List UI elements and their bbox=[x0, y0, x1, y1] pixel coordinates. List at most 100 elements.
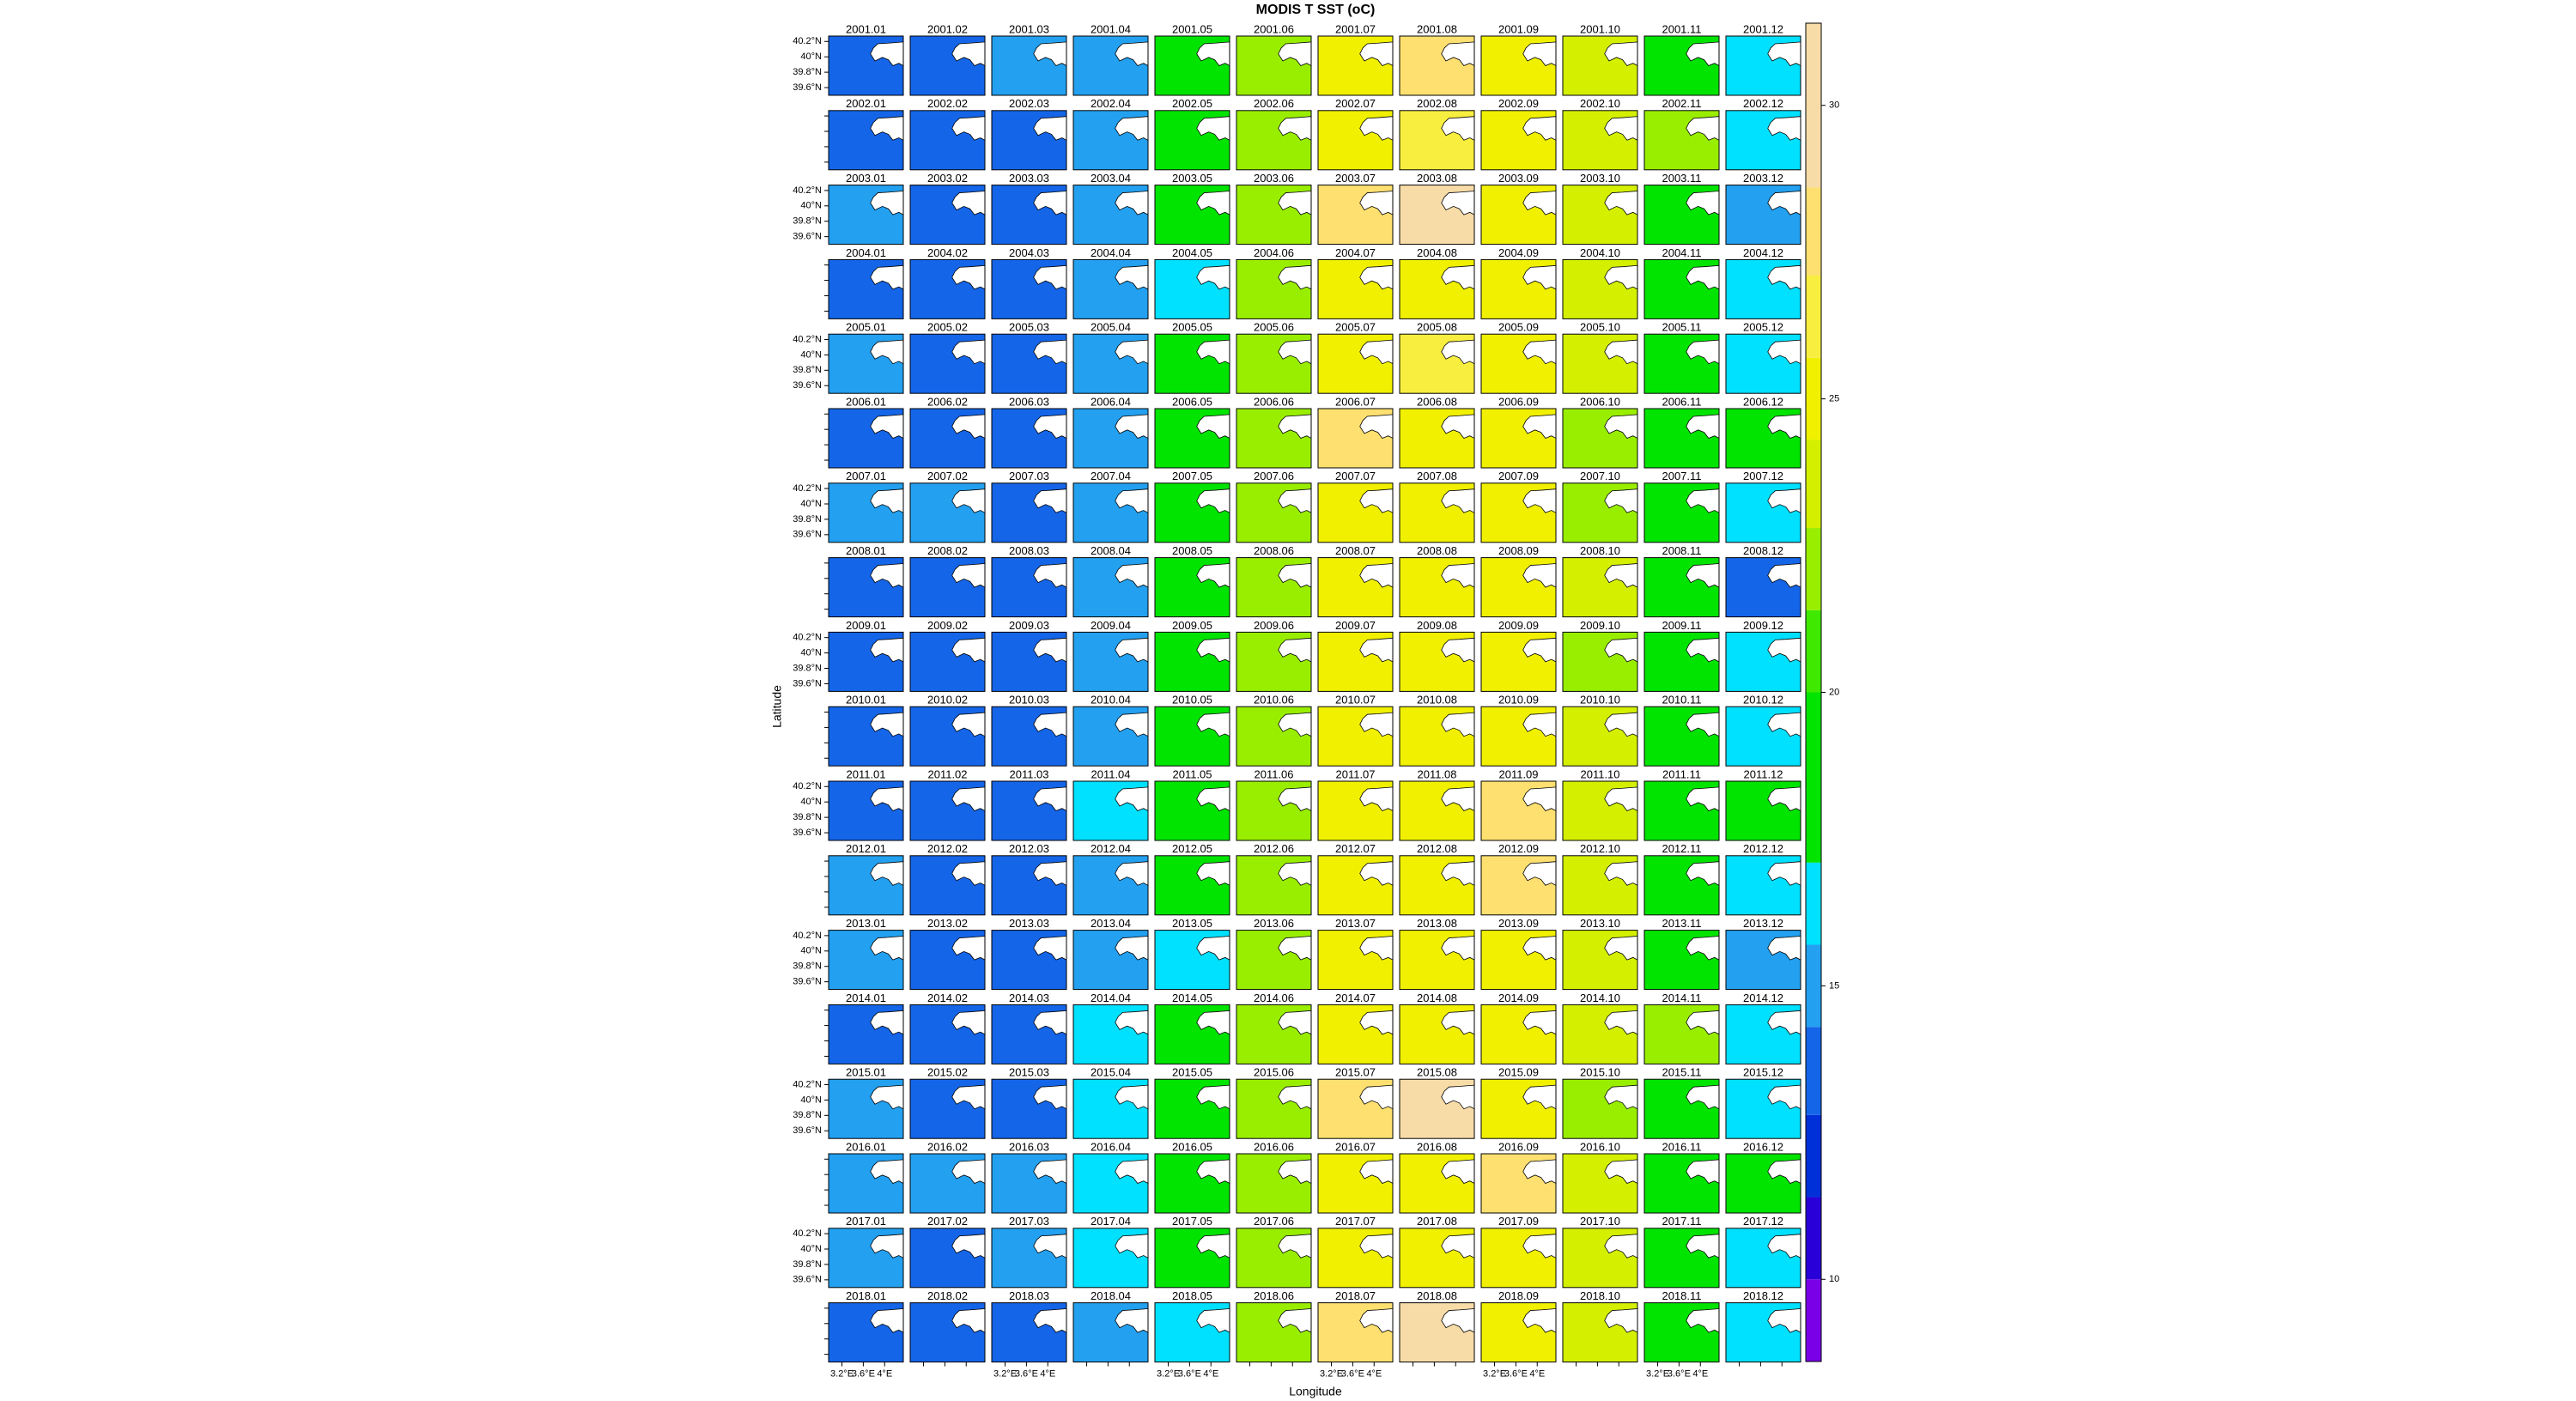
land bbox=[870, 936, 904, 961]
panel-frame bbox=[1236, 706, 1312, 767]
land bbox=[1686, 1234, 1720, 1258]
panel-label: 2005.11 bbox=[1662, 321, 1701, 334]
panel-frame bbox=[1480, 1228, 1557, 1289]
panel-frame bbox=[1643, 1228, 1720, 1289]
panel-label: 2017.08 bbox=[1417, 1215, 1457, 1228]
panel-frame bbox=[1480, 706, 1557, 767]
y-tick-label: 40°N bbox=[800, 52, 822, 62]
panel-label: 2006.01 bbox=[846, 395, 886, 408]
panel-frame bbox=[1154, 1078, 1230, 1139]
panel-label: 2012.04 bbox=[1091, 842, 1131, 855]
panel-label: 2007.02 bbox=[927, 470, 968, 482]
land bbox=[1686, 1010, 1720, 1035]
panel-label: 2004.11 bbox=[1662, 246, 1701, 259]
land bbox=[1115, 264, 1149, 290]
panel-frame bbox=[1643, 1078, 1720, 1139]
panel-label: 2018.02 bbox=[927, 1289, 968, 1302]
land bbox=[1767, 414, 1801, 440]
land bbox=[1767, 861, 1801, 886]
land bbox=[1196, 191, 1230, 215]
panel-frame bbox=[1072, 1302, 1149, 1363]
panel-label: 2004.06 bbox=[1254, 246, 1294, 259]
panel-label: 2008.01 bbox=[846, 544, 886, 557]
land bbox=[1359, 339, 1394, 365]
panel-frame bbox=[1317, 1078, 1394, 1139]
panel-frame bbox=[909, 855, 986, 916]
land bbox=[1033, 637, 1067, 663]
panel-label: 2008.04 bbox=[1091, 544, 1131, 557]
panel-frame bbox=[828, 1004, 904, 1064]
panel-frame bbox=[1399, 110, 1475, 171]
land bbox=[1196, 1234, 1230, 1258]
panel-label: 2006.11 bbox=[1662, 395, 1701, 408]
panel-label: 2018.11 bbox=[1662, 1289, 1701, 1302]
y-tick-label: 40.2°N bbox=[793, 334, 822, 344]
land bbox=[1767, 1308, 1801, 1333]
panel-label: 2015.09 bbox=[1498, 1066, 1539, 1079]
y-tick-label: 40°N bbox=[800, 1095, 822, 1105]
panel-frame bbox=[1725, 780, 1801, 841]
land bbox=[1604, 1234, 1638, 1258]
land bbox=[1359, 563, 1394, 588]
panel-frame bbox=[1154, 631, 1230, 692]
panel-label: 2013.08 bbox=[1417, 917, 1457, 930]
panel-label: 2002.11 bbox=[1662, 97, 1701, 110]
panel-label: 2010.10 bbox=[1580, 694, 1620, 707]
y-tick-label: 40°N bbox=[800, 648, 822, 658]
colorbar-tick-label: 10 bbox=[1829, 1274, 1839, 1284]
land bbox=[1033, 861, 1067, 886]
panel-label: 2013.01 bbox=[846, 917, 886, 930]
panel-label: 2005.09 bbox=[1498, 321, 1539, 334]
land bbox=[1196, 861, 1230, 886]
land bbox=[870, 1308, 904, 1333]
land bbox=[1115, 786, 1149, 812]
x-tick-label: 3.2°E bbox=[1483, 1369, 1506, 1380]
land bbox=[1278, 414, 1312, 440]
panel-frame bbox=[991, 482, 1067, 543]
panel-frame bbox=[1072, 780, 1149, 841]
panel-frame bbox=[909, 557, 986, 618]
land bbox=[1604, 1084, 1638, 1110]
x-tick-label: 3.2°E bbox=[1157, 1369, 1180, 1380]
panel-label: 2016.05 bbox=[1172, 1140, 1212, 1153]
panel-label: 2013.11 bbox=[1662, 917, 1701, 930]
colorbar-band bbox=[1806, 610, 1821, 693]
panel-frame bbox=[828, 557, 904, 618]
land bbox=[870, 1234, 904, 1258]
land bbox=[1359, 861, 1394, 886]
land bbox=[1441, 786, 1475, 812]
panel-frame bbox=[991, 1228, 1067, 1289]
land bbox=[1196, 41, 1230, 67]
land bbox=[1522, 414, 1557, 440]
panel-frame bbox=[1480, 1004, 1557, 1064]
panel-frame bbox=[828, 482, 904, 543]
x-tick-label: 4°E bbox=[1529, 1369, 1545, 1380]
panel-label: 2016.07 bbox=[1335, 1140, 1376, 1153]
land bbox=[1686, 414, 1720, 440]
land bbox=[1522, 712, 1557, 737]
panel-label: 2006.08 bbox=[1417, 395, 1457, 408]
panel-label: 2011.11 bbox=[1662, 767, 1701, 780]
land bbox=[1359, 1308, 1394, 1333]
panel-frame bbox=[909, 1302, 986, 1363]
land bbox=[1686, 861, 1720, 886]
colorbar-tick-label: 15 bbox=[1829, 980, 1839, 991]
panel-frame bbox=[909, 35, 986, 96]
y-tick-label: 39.6°N bbox=[793, 1275, 822, 1285]
panel-label: 2005.01 bbox=[846, 321, 886, 334]
panel-label: 2011.04 bbox=[1091, 767, 1130, 780]
y-tick-label: 39.6°N bbox=[793, 977, 822, 987]
y-tick-label: 40.2°N bbox=[793, 1079, 822, 1089]
panel-label: 2003.03 bbox=[1009, 172, 1049, 185]
land bbox=[1522, 41, 1557, 67]
panel-label: 2013.02 bbox=[927, 917, 968, 930]
land bbox=[1115, 563, 1149, 588]
panel-frame bbox=[1562, 1228, 1638, 1289]
panel-frame bbox=[1317, 35, 1394, 96]
panel-label: 2013.07 bbox=[1335, 917, 1376, 930]
panel-label: 2011.01 bbox=[846, 767, 885, 780]
panel-label: 2015.02 bbox=[927, 1066, 968, 1079]
y-tick-label: 39.8°N bbox=[793, 663, 822, 673]
land bbox=[1278, 191, 1312, 215]
panel-frame bbox=[909, 1228, 986, 1289]
